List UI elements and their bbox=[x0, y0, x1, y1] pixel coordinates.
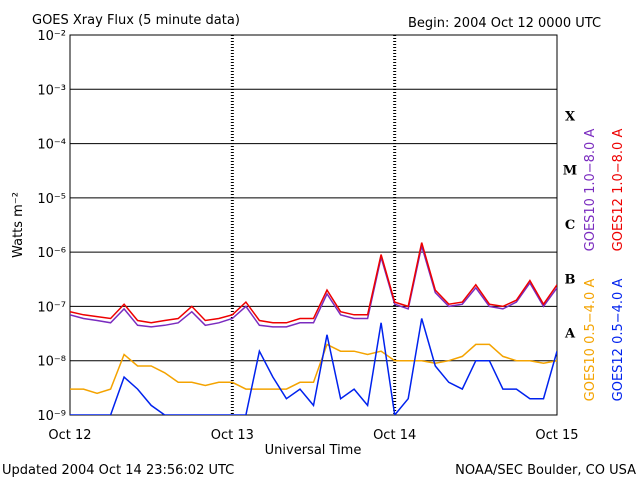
footer-left: Updated 2004 Oct 14 23:56:02 UTC bbox=[2, 463, 234, 478]
x-axis-label: Universal Time bbox=[265, 443, 362, 458]
series-line bbox=[70, 318, 557, 415]
flare-class: M bbox=[563, 164, 577, 179]
x-tick-label: Oct 14 bbox=[373, 428, 416, 443]
y-tick-label: 10⁻⁹ bbox=[37, 409, 66, 424]
y-axis-label: Watts m⁻² bbox=[11, 192, 26, 258]
plot-frame bbox=[69, 34, 558, 416]
x-tick-label: Oct 15 bbox=[535, 428, 578, 443]
x-tick-label: Oct 13 bbox=[211, 428, 254, 443]
series-line bbox=[70, 343, 557, 395]
y-tick-label: 10⁻² bbox=[37, 29, 66, 44]
flare-class: X bbox=[565, 109, 576, 124]
footer-right: NOAA/SEC Boulder, CO USA bbox=[455, 463, 636, 478]
y-tick-label: 10⁻⁶ bbox=[37, 246, 66, 261]
y-tick-label: 10⁻³ bbox=[37, 83, 66, 98]
legend-entry: GOES12 0.5−4.0 A bbox=[611, 279, 626, 402]
chart-title: GOES Xray Flux (5 minute data) bbox=[32, 13, 240, 28]
y-tick-label: 10⁻⁵ bbox=[37, 192, 66, 207]
flare-class: A bbox=[564, 327, 576, 342]
y-tick-label: 10⁻⁴ bbox=[37, 138, 66, 153]
series-line bbox=[70, 242, 557, 324]
legend-entry: GOES12 1.0−8.0 A bbox=[611, 129, 626, 252]
chart-subtitle: Begin: 2004 Oct 12 0000 UTC bbox=[408, 16, 601, 31]
flare-class: C bbox=[565, 218, 575, 233]
legend-entry: GOES10 1.0−8.0 A bbox=[583, 129, 598, 252]
legend-entry: GOES10 0.5−4.0 A bbox=[583, 279, 598, 402]
x-tick-label: Oct 12 bbox=[48, 428, 91, 443]
series-line bbox=[70, 245, 557, 328]
flare-class: B bbox=[565, 272, 576, 287]
y-tick-label: 10⁻⁸ bbox=[37, 355, 66, 370]
y-tick-label: 10⁻⁷ bbox=[37, 300, 66, 315]
